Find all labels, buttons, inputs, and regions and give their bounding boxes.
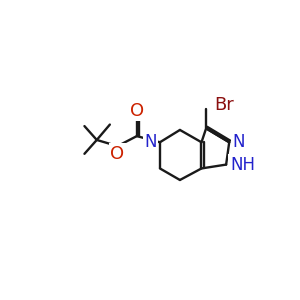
Text: N: N — [232, 133, 245, 151]
Text: O: O — [110, 145, 124, 163]
Text: O: O — [130, 102, 144, 120]
Text: NH: NH — [230, 156, 255, 174]
Text: Br: Br — [214, 96, 234, 114]
Text: N: N — [144, 133, 157, 151]
